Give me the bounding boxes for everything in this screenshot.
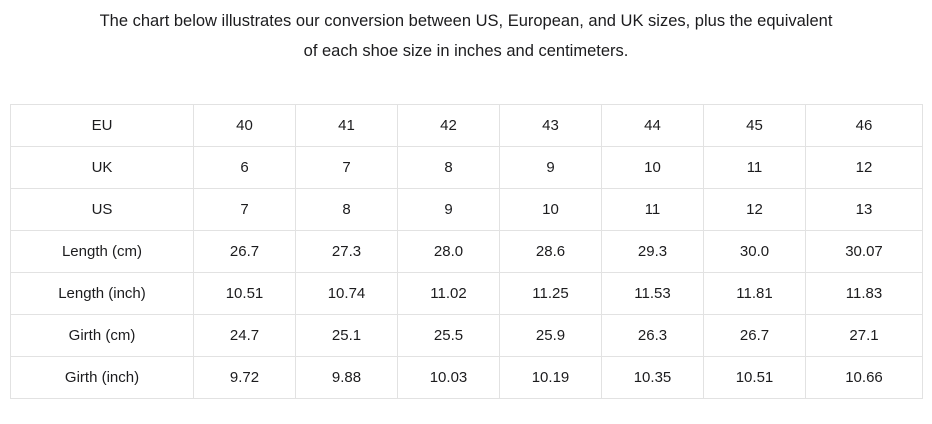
table-cell: 11 [703,146,806,189]
table-cell: 10.51 [703,356,806,399]
row-label: EU [10,104,194,147]
table-cell: 12 [703,188,806,231]
table-cell: 28.6 [499,230,602,273]
row-label: UK [10,146,194,189]
row-label: Girth (cm) [10,314,194,357]
table-cell: 11.83 [805,272,923,315]
table-cell: 29.3 [601,230,704,273]
table-cell: 10 [499,188,602,231]
table-cell: 13 [805,188,923,231]
table-cell: 10.03 [397,356,500,399]
table-cell: 44 [601,104,704,147]
table-cell: 40 [193,104,296,147]
size-conversion-table-container: EU 40 41 42 43 44 45 46 UK 6 7 8 9 10 11… [10,104,923,399]
table-cell: 10.51 [193,272,296,315]
table-cell: 27.1 [805,314,923,357]
table-cell: 28.0 [397,230,500,273]
table-cell: 11 [601,188,704,231]
table-cell: 9.88 [295,356,398,399]
table-row-girth-cm: Girth (cm) 24.7 25.1 25.5 25.9 26.3 26.7… [10,314,923,357]
table-cell: 25.5 [397,314,500,357]
table-cell: 25.9 [499,314,602,357]
table-row-uk: UK 6 7 8 9 10 11 12 [10,146,923,189]
table-cell: 30.07 [805,230,923,273]
table-cell: 9.72 [193,356,296,399]
table-cell: 8 [397,146,500,189]
table-cell: 10.19 [499,356,602,399]
table-cell: 10.35 [601,356,704,399]
row-label: US [10,188,194,231]
table-cell: 9 [397,188,500,231]
table-row-us: US 7 8 9 10 11 12 13 [10,188,923,231]
table-cell: 6 [193,146,296,189]
table-cell: 42 [397,104,500,147]
table-cell: 11.02 [397,272,500,315]
table-cell: 7 [193,188,296,231]
table-cell: 12 [805,146,923,189]
table-row-length-cm: Length (cm) 26.7 27.3 28.0 28.6 29.3 30.… [10,230,923,273]
table-cell: 10.74 [295,272,398,315]
size-conversion-table: EU 40 41 42 43 44 45 46 UK 6 7 8 9 10 11… [10,104,923,399]
table-cell: 7 [295,146,398,189]
row-label: Length (inch) [10,272,194,315]
table-cell: 43 [499,104,602,147]
table-row-eu: EU 40 41 42 43 44 45 46 [10,104,923,147]
table-cell: 41 [295,104,398,147]
table-cell: 45 [703,104,806,147]
table-cell: 8 [295,188,398,231]
intro-text: The chart below illustrates our conversi… [0,0,932,66]
table-cell: 26.7 [703,314,806,357]
table-cell: 30.0 [703,230,806,273]
table-cell: 46 [805,104,923,147]
table-cell: 10 [601,146,704,189]
table-cell: 26.3 [601,314,704,357]
table-cell: 25.1 [295,314,398,357]
table-cell: 9 [499,146,602,189]
table-cell: 10.66 [805,356,923,399]
table-cell: 11.81 [703,272,806,315]
intro-line-1: The chart below illustrates our conversi… [99,12,833,30]
table-cell: 11.53 [601,272,704,315]
row-label: Length (cm) [10,230,194,273]
row-label: Girth (inch) [10,356,194,399]
table-cell: 11.25 [499,272,602,315]
table-cell: 27.3 [295,230,398,273]
table-cell: 26.7 [193,230,296,273]
table-cell: 24.7 [193,314,296,357]
intro-line-2: of each shoe size in inches and centimet… [303,42,629,60]
table-row-length-inch: Length (inch) 10.51 10.74 11.02 11.25 11… [10,272,923,315]
table-row-girth-inch: Girth (inch) 9.72 9.88 10.03 10.19 10.35… [10,356,923,399]
